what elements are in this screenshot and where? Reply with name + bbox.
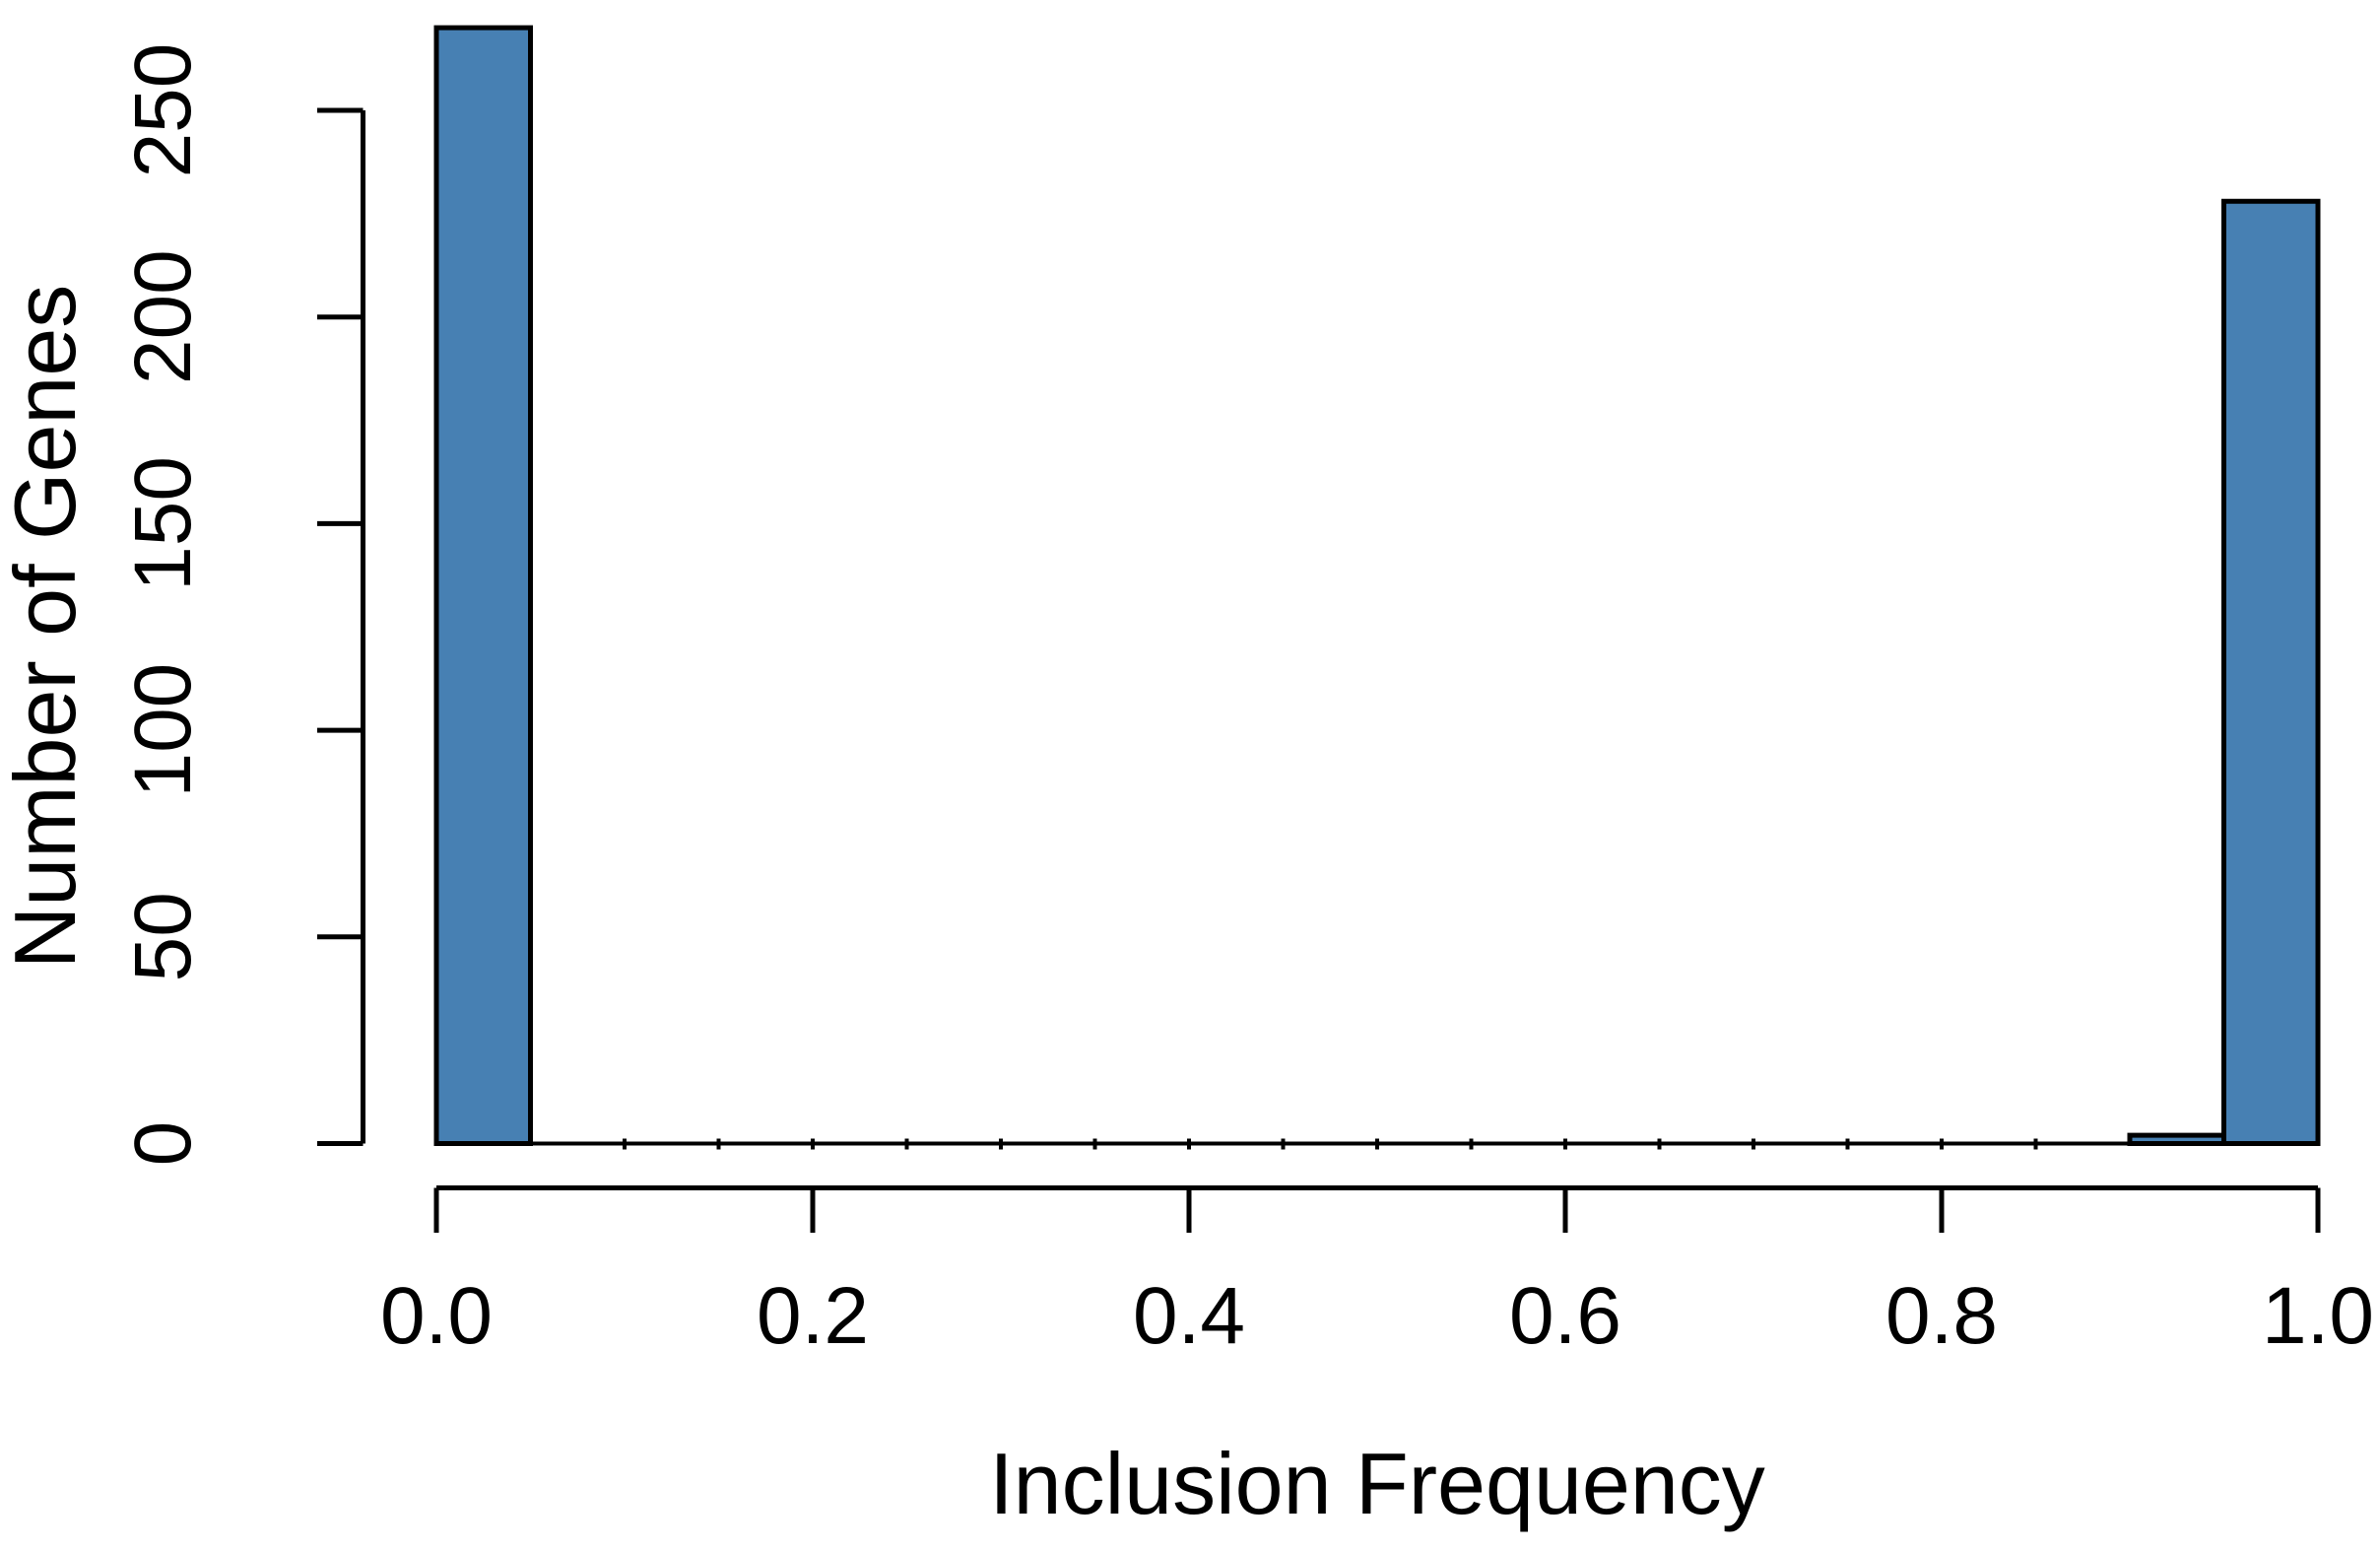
x-axis: 0.0 0.2 0.4 0.6 0.8 1.0	[380, 1185, 2374, 1361]
x-axis-tick-label: 1.0	[2262, 1271, 2374, 1361]
y-axis-tick-label: 50	[118, 892, 208, 981]
y-axis-tick-label: 150	[118, 456, 208, 591]
x-axis-tick-label: 0.4	[1133, 1271, 1245, 1361]
y-axis-tick-label: 0	[118, 1121, 208, 1167]
histogram-baseline	[436, 1138, 2318, 1150]
x-axis-tick-label: 0.0	[380, 1271, 493, 1361]
x-axis-tick-label: 0.8	[1885, 1271, 1998, 1361]
x-axis-tick-label: 0.2	[757, 1271, 869, 1361]
y-axis-title: Number of Genes	[0, 285, 94, 970]
histogram-bar	[2221, 198, 2321, 1146]
y-axis-tick-label: 200	[118, 249, 208, 384]
x-axis-tick-label: 0.6	[1509, 1271, 1621, 1361]
y-axis-tick-label: 250	[118, 43, 208, 178]
histogram-bar	[2127, 1132, 2226, 1147]
y-axis: 0 50 100 150 200 250	[118, 43, 365, 1167]
y-axis-tick-label: 100	[118, 663, 208, 798]
histogram-bar	[433, 25, 533, 1147]
x-axis-title: Inclusion Frequency	[989, 1435, 1765, 1532]
histogram-bars	[433, 25, 2321, 1147]
